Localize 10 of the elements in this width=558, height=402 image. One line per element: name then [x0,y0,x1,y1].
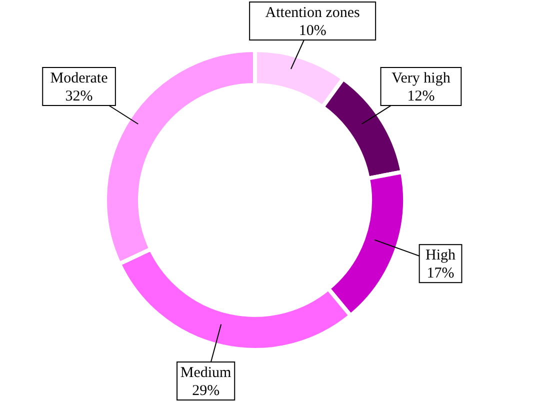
data-label: 10% [298,23,326,39]
data-label: 12% [407,88,435,104]
slice-label: Medium [180,365,232,381]
data-label: 29% [192,383,220,399]
data-label: 17% [426,266,454,282]
slice-label: High [426,248,456,264]
slice-label: Attention zones [265,5,360,21]
slice-label: Very high [392,70,451,86]
data-label: 32% [65,88,93,104]
slice-label: Moderate [50,70,108,86]
